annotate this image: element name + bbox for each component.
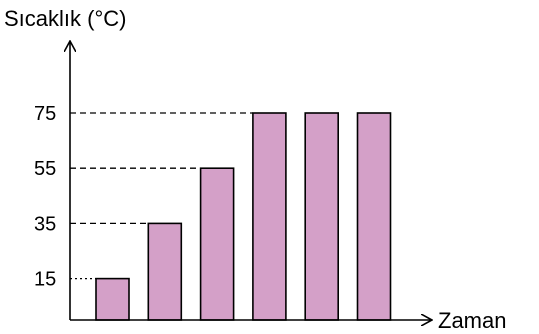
y-tick-label-75: 75: [34, 103, 56, 125]
y-tick-label-35: 35: [34, 213, 56, 235]
y-tick-labels: 15 35 55 75: [34, 103, 56, 291]
reference-lines: [70, 112, 253, 280]
bar-5: [304, 112, 340, 321]
x-axis-label: Zaman: [438, 308, 506, 333]
bars: [95, 112, 392, 321]
bar-3: [199, 167, 235, 321]
y-tick-label-15: 15: [34, 269, 56, 291]
bar-4: [252, 112, 287, 321]
y-tick-label-55: 55: [34, 158, 56, 180]
bar-6: [356, 112, 392, 321]
bar-2: [147, 222, 183, 321]
y-axis-label: Sıcaklık (°C): [4, 6, 126, 31]
bar-1: [95, 277, 130, 321]
